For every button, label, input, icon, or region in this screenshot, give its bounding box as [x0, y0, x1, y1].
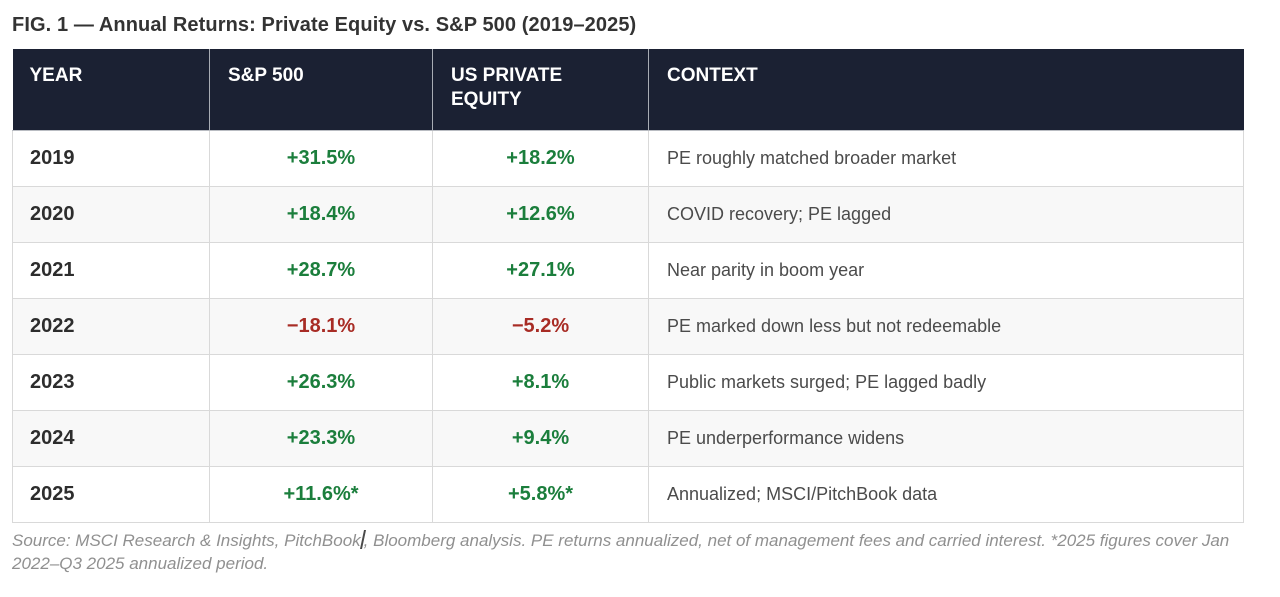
- sp500-value-cell: +18.4%: [209, 185, 433, 243]
- source-footnote-part2: , Bloomberg analysis. PE returns annuali…: [12, 530, 1230, 574]
- source-footnote[interactable]: Source: MSCI Research & Insights, PitchB…: [12, 529, 1240, 577]
- context-cell: PE roughly matched broader market: [648, 129, 1244, 187]
- table-body: 2019 +31.5% +18.2% PE roughly matched broad…: [12, 129, 1244, 523]
- table-row: 2025 +11.6%* +5.8%* Annualized; MSCI/PitchB…: [12, 465, 1244, 523]
- sp500-value-cell: +28.7%: [209, 241, 433, 299]
- year-cell: 2025: [12, 465, 210, 523]
- year-cell: 2019: [12, 129, 210, 187]
- returns-table: YEAR S&P 500 US PRIVATE EQUITY CONTEXT 2…: [12, 49, 1244, 523]
- pe-value-cell: +8.1%: [432, 353, 649, 411]
- year-cell: 2020: [12, 185, 210, 243]
- context-cell: Annualized; MSCI/PitchBook data: [648, 465, 1244, 523]
- pe-value-cell: −5.2%: [432, 297, 649, 355]
- sp500-value-cell: +23.3%: [209, 409, 433, 467]
- column-header-private-equity: US PRIVATE EQUITY: [432, 49, 649, 131]
- table-row: 2022 −18.1% −5.2% PE marked down less but n…: [12, 297, 1244, 355]
- pe-value-cell: +12.6%: [432, 185, 649, 243]
- table-row: 2020 +18.4% +12.6% COVID recovery; PE lagge…: [12, 185, 1244, 243]
- pe-value-cell: +9.4%: [432, 409, 649, 467]
- year-cell: 2023: [12, 353, 210, 411]
- context-cell: PE underperformance widens: [648, 409, 1244, 467]
- document-page: FIG. 1 — Annual Returns: Private Equity …: [12, 14, 1244, 577]
- sp500-value-cell: +26.3%: [209, 353, 433, 411]
- table-row: 2023 +26.3% +8.1% Public markets surged; PE…: [12, 353, 1244, 411]
- table-header: YEAR S&P 500 US PRIVATE EQUITY CONTEXT: [12, 49, 1244, 131]
- table-row: 2021 +28.7% +27.1% Near parity in boom year: [12, 241, 1244, 299]
- column-header-year: YEAR: [12, 49, 210, 131]
- table-header-row: YEAR S&P 500 US PRIVATE EQUITY CONTEXT: [12, 49, 1244, 131]
- pe-value-cell: +5.8%*: [432, 465, 649, 523]
- context-cell: Near parity in boom year: [648, 241, 1244, 299]
- context-cell: COVID recovery; PE lagged: [648, 185, 1244, 243]
- table-row: 2019 +31.5% +18.2% PE roughly matched broad…: [12, 129, 1244, 187]
- sp500-value-cell: −18.1%: [209, 297, 433, 355]
- figure-title: FIG. 1 — Annual Returns: Private Equity …: [12, 14, 637, 36]
- table-row: 2024 +23.3% +9.4% PE underperformance widen…: [12, 409, 1244, 467]
- year-cell: 2022: [12, 297, 210, 355]
- sp500-value-cell: +11.6%*: [209, 465, 433, 523]
- column-header-context: CONTEXT: [648, 49, 1244, 131]
- pe-value-cell: +27.1%: [432, 241, 649, 299]
- source-footnote-part1: Source: MSCI Research & Insights, PitchB…: [12, 530, 361, 550]
- year-cell: 2024: [12, 409, 210, 467]
- year-cell: 2021: [12, 241, 210, 299]
- context-cell: PE marked down less but not redeemable: [648, 297, 1244, 355]
- sp500-value-cell: +31.5%: [209, 129, 433, 187]
- context-cell: Public markets surged; PE lagged badly: [648, 353, 1244, 411]
- pe-value-cell: +18.2%: [432, 129, 649, 187]
- column-header-sp500: S&P 500: [209, 49, 433, 131]
